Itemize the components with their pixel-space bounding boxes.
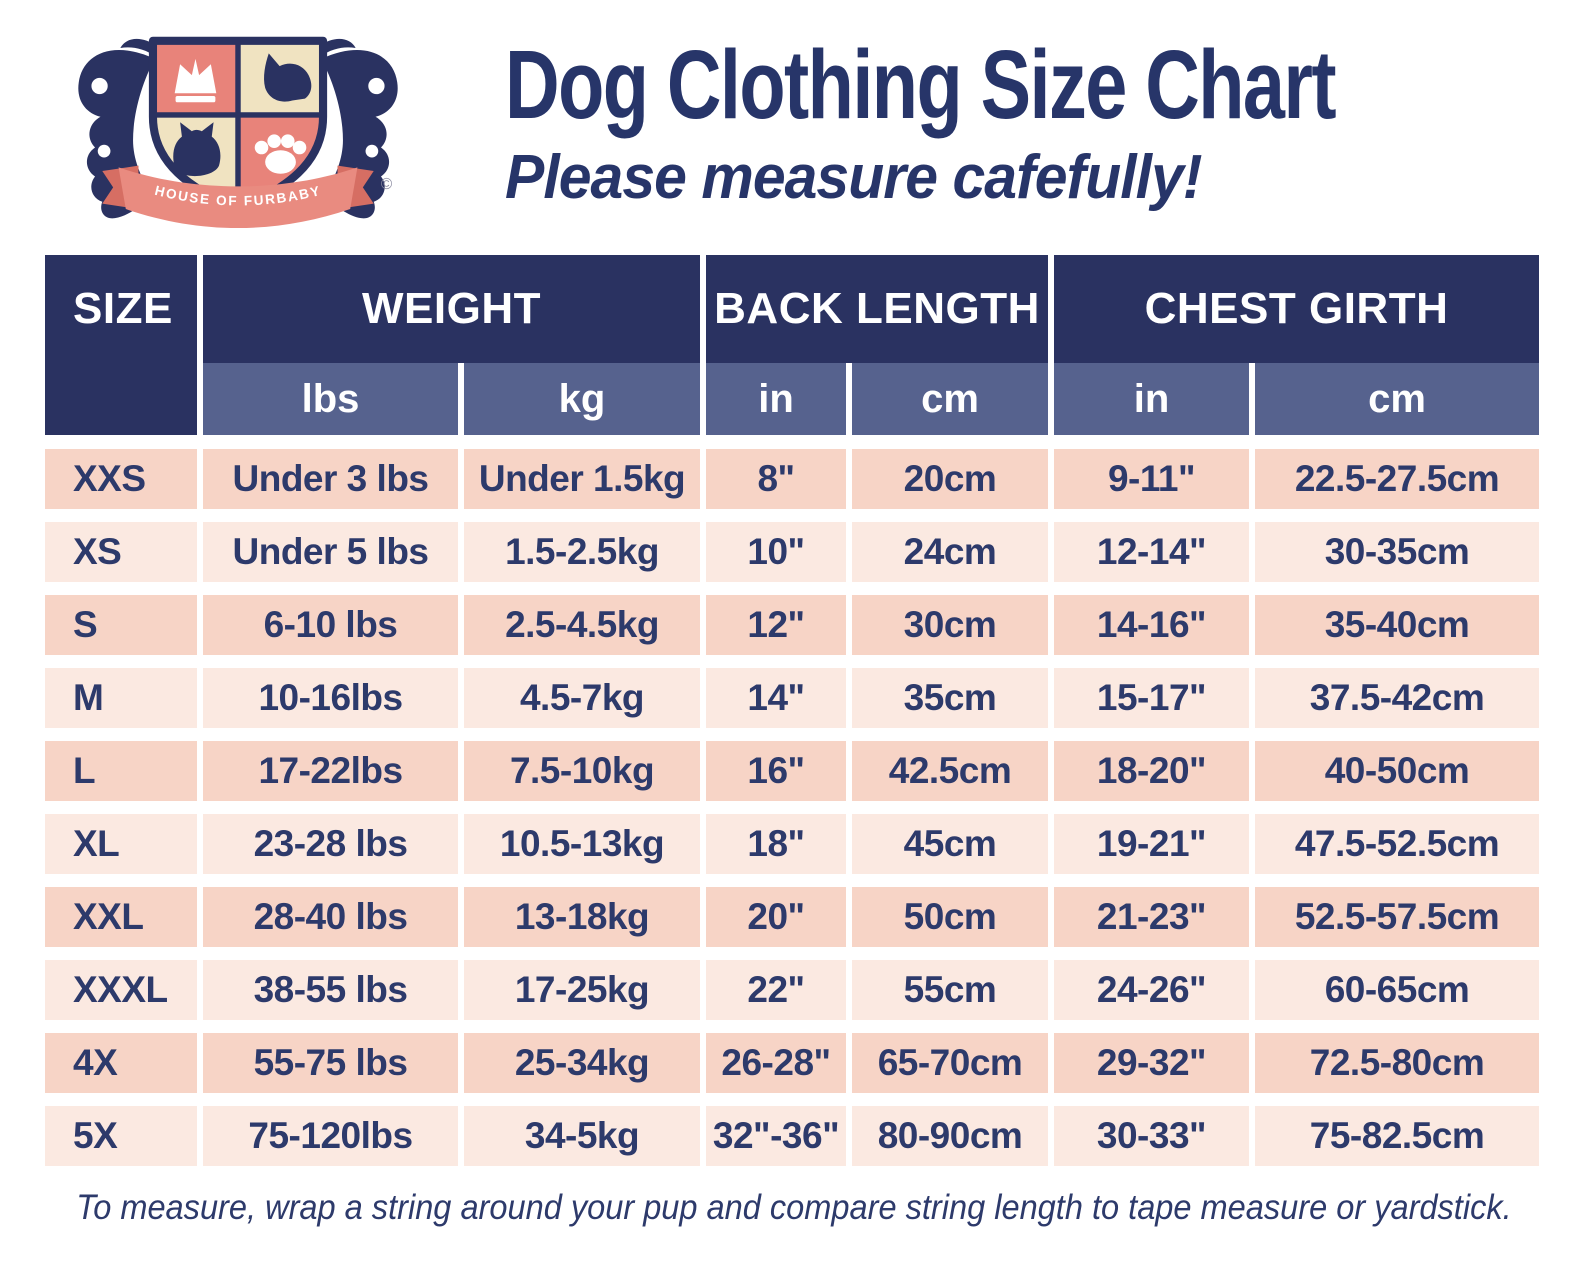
measurement-cell: 9-11" <box>1054 449 1249 509</box>
measurement-cell: 55-75 lbs <box>203 1033 458 1093</box>
measurement-cell: 72.5-80cm <box>1255 1033 1539 1093</box>
measurement-cell: 32"-36" <box>706 1106 846 1166</box>
measurement-cell: 22.5-27.5cm <box>1255 449 1539 509</box>
measurement-cell: 14-16" <box>1054 595 1249 655</box>
measurement-cell: 28-40 lbs <box>203 887 458 947</box>
measurement-cell: 38-55 lbs <box>203 960 458 1020</box>
measuring-instructions: To measure, wrap a string around your pu… <box>56 1188 1533 1228</box>
subheader-chest-cm: cm <box>1255 363 1539 435</box>
column-header-size: SIZE <box>45 255 197 435</box>
measurement-cell: 24cm <box>852 522 1048 582</box>
measurement-cell: 13-18kg <box>464 887 700 947</box>
size-label: M <box>45 668 197 728</box>
subheader-back-cm: cm <box>852 363 1048 435</box>
measurement-cell: 45cm <box>852 814 1048 874</box>
measurement-cell: 21-23" <box>1054 887 1249 947</box>
measurement-cell: Under 1.5kg <box>464 449 700 509</box>
measurement-cell: 12-14" <box>1054 522 1249 582</box>
house-of-furbaby-logo: HOUSE OF FURBABY © <box>48 14 428 234</box>
size-label: 5X <box>45 1106 197 1166</box>
measurement-cell: 6-10 lbs <box>203 595 458 655</box>
column-header-weight: WEIGHT <box>203 255 700 363</box>
column-header-chest-girth: CHEST GIRTH <box>1054 255 1539 363</box>
size-label: XXXL <box>45 960 197 1020</box>
page-title: Dog Clothing Size Chart <box>505 34 1335 136</box>
measurement-cell: 26-28" <box>706 1033 846 1093</box>
measurement-cell: 30-33" <box>1054 1106 1249 1166</box>
measurement-cell: 1.5-2.5kg <box>464 522 700 582</box>
measurement-cell: 14" <box>706 668 846 728</box>
measurement-cell: 52.5-57.5cm <box>1255 887 1539 947</box>
subheader-back-in: in <box>706 363 846 435</box>
page-subtitle: Please measure cafefully! <box>505 142 1516 213</box>
measurement-cell: 10.5-13kg <box>464 814 700 874</box>
measurement-cell: 10-16lbs <box>203 668 458 728</box>
measurement-cell: 37.5-42cm <box>1255 668 1539 728</box>
size-label: XXS <box>45 449 197 509</box>
subheader-weight-kg: kg <box>464 363 700 435</box>
size-label: L <box>45 741 197 801</box>
subheader-weight-lbs: lbs <box>203 363 458 435</box>
measurement-cell: 2.5-4.5kg <box>464 595 700 655</box>
measurement-cell: 29-32" <box>1054 1033 1249 1093</box>
measurement-cell: 75-120lbs <box>203 1106 458 1166</box>
size-label: XXL <box>45 887 197 947</box>
measurement-cell: 30cm <box>852 595 1048 655</box>
measurement-cell: 30-35cm <box>1255 522 1539 582</box>
measurement-cell: 34-5kg <box>464 1106 700 1166</box>
measurement-cell: Under 5 lbs <box>203 522 458 582</box>
measurement-cell: 20" <box>706 887 846 947</box>
measurement-cell: 60-65cm <box>1255 960 1539 1020</box>
measurement-cell: 55cm <box>852 960 1048 1020</box>
measurement-cell: 18-20" <box>1054 741 1249 801</box>
measurement-cell: 25-34kg <box>464 1033 700 1093</box>
measurement-cell: 18" <box>706 814 846 874</box>
measurement-cell: 23-28 lbs <box>203 814 458 874</box>
copyright-mark: © <box>381 176 393 193</box>
measurement-cell: 65-70cm <box>852 1033 1048 1093</box>
measurement-cell: 15-17" <box>1054 668 1249 728</box>
measurement-cell: 75-82.5cm <box>1255 1106 1539 1166</box>
measurement-cell: 20cm <box>852 449 1048 509</box>
measurement-cell: 80-90cm <box>852 1106 1048 1166</box>
measurement-cell: 10" <box>706 522 846 582</box>
measurement-cell: 42.5cm <box>852 741 1048 801</box>
measurement-cell: 50cm <box>852 887 1048 947</box>
measurement-cell: 47.5-52.5cm <box>1255 814 1539 874</box>
measurement-cell: 12" <box>706 595 846 655</box>
measurement-cell: 22" <box>706 960 846 1020</box>
table-body: XXSUnder 3 lbsUnder 1.5kg8"20cm9-11"22.5… <box>45 449 1543 1166</box>
size-label: S <box>45 595 197 655</box>
title-block: Dog Clothing Size Chart Please measure c… <box>505 34 1569 213</box>
column-header-back-length: BACK LENGTH <box>706 255 1048 363</box>
measurement-cell: 17-25kg <box>464 960 700 1020</box>
measurement-cell: 35cm <box>852 668 1048 728</box>
measurement-cell: 17-22lbs <box>203 741 458 801</box>
measurement-cell: 7.5-10kg <box>464 741 700 801</box>
measurement-cell: 8" <box>706 449 846 509</box>
measurement-cell: 4.5-7kg <box>464 668 700 728</box>
measurement-cell: 40-50cm <box>1255 741 1539 801</box>
subheader-chest-in: in <box>1054 363 1249 435</box>
measurement-cell: Under 3 lbs <box>203 449 458 509</box>
measurement-cell: 16" <box>706 741 846 801</box>
size-label: XS <box>45 522 197 582</box>
measurement-cell: 35-40cm <box>1255 595 1539 655</box>
measurement-cell: 24-26" <box>1054 960 1249 1020</box>
size-chart-page: HOUSE OF FURBABY © Dog Clothing Size Cha… <box>0 0 1588 1262</box>
size-label: 4X <box>45 1033 197 1093</box>
measurement-cell: 19-21" <box>1054 814 1249 874</box>
size-label: XL <box>45 814 197 874</box>
size-chart-table: SIZE WEIGHT BACK LENGTH CHEST GIRTH lbs … <box>45 255 1543 1166</box>
table-header: SIZE WEIGHT BACK LENGTH CHEST GIRTH lbs … <box>45 255 1543 435</box>
